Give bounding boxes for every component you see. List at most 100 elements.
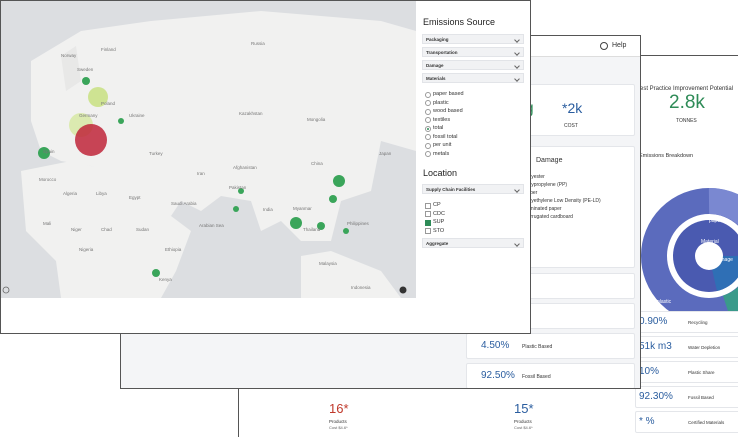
radio-label: fossil total <box>433 133 458 140</box>
radio-option[interactable]: paper based <box>425 90 464 98</box>
donut-segment <box>708 188 738 226</box>
big-value: 2.8k <box>669 92 705 113</box>
map-bubble <box>82 77 90 85</box>
map-label: Afghanistan <box>233 165 257 170</box>
map-label: Morocco <box>39 177 57 182</box>
radio-label: total <box>433 125 444 131</box>
metric-label: Certified Materials <box>688 420 725 425</box>
accordion-header[interactable]: Transportation <box>422 47 524 57</box>
radio-option[interactable]: metals <box>425 150 449 158</box>
radio-option[interactable]: plastic <box>425 99 449 107</box>
map-label: Ethiopia <box>165 247 182 252</box>
map-label: Russia <box>251 41 265 46</box>
radio-button[interactable] <box>425 91 431 98</box>
checkbox[interactable] <box>425 211 431 217</box>
map-label: Japan <box>379 151 392 156</box>
damage-title: Damage <box>536 157 563 164</box>
map-bubble <box>152 269 160 277</box>
radio-button[interactable] <box>425 125 431 132</box>
map-bubble <box>317 222 325 230</box>
radio-option[interactable]: textiles <box>425 116 450 124</box>
checkbox-option[interactable]: SUP <box>425 218 444 226</box>
map-label: Germany <box>79 113 98 118</box>
radio-button[interactable] <box>425 134 431 140</box>
accordion-header[interactable]: Aggregate <box>422 238 524 248</box>
metric-value: 51k m3 <box>639 341 672 352</box>
accordion-header[interactable]: Packaging <box>422 34 524 44</box>
map-label: Norway <box>61 53 77 58</box>
checkbox-option[interactable]: CP <box>425 201 441 209</box>
metric-label: Plastic Share <box>688 370 715 375</box>
product-label: Products <box>329 419 347 424</box>
metric-card: 51k m3 Water Depletion <box>635 336 738 358</box>
breakdown-title: Emissions Breakdown <box>639 153 694 159</box>
metric-label: Fossil Based <box>522 374 551 380</box>
legend-label: Laminated paper <box>524 206 562 212</box>
map-bubble <box>238 188 244 194</box>
map-bubble <box>329 195 337 203</box>
value-label: COST <box>564 123 578 129</box>
product-cost: Cost $4.6* <box>329 425 348 430</box>
map-label: Arabian Sea <box>199 223 224 228</box>
checkbox[interactable] <box>425 202 431 209</box>
radio-label: plastic <box>433 99 449 106</box>
panel-title: Emissions Source <box>423 17 496 27</box>
value: *2k <box>562 100 583 116</box>
map-label: Poland <box>101 101 116 106</box>
front-window: Russia Norway Sweden Finland Poland Germany Uk… <box>0 0 531 334</box>
donut-chart <box>641 188 738 324</box>
map-label: Egypt <box>129 195 141 200</box>
map-bubble <box>343 228 349 234</box>
map-label: Kazakhstan <box>239 111 263 116</box>
map-bubble <box>38 147 50 159</box>
map-bubble <box>118 118 124 124</box>
map-label: Chad <box>101 227 112 232</box>
map-label: Saudi Arabia <box>171 201 197 206</box>
metric-value: 92.30% <box>639 391 673 402</box>
product-label: Products <box>514 419 532 424</box>
map-label: China <box>311 161 323 166</box>
help-icon[interactable] <box>600 42 608 50</box>
legend-label: Polyethylene Low Density (PE-LD) <box>524 198 601 204</box>
accordion-header[interactable]: Materials <box>422 73 524 83</box>
accordion-header[interactable]: Damage <box>422 60 524 70</box>
map-land <box>301 251 401 298</box>
metric-value: * % <box>639 416 655 427</box>
radio-option[interactable]: per unit <box>425 141 451 149</box>
map-info-icon[interactable] <box>2 286 10 294</box>
checkbox[interactable] <box>425 219 431 226</box>
legend-label: Polyester <box>524 174 545 180</box>
radio-option[interactable]: fossil total <box>425 133 457 141</box>
map-label: Niger <box>71 227 82 232</box>
checkbox-option[interactable]: CDC <box>425 210 445 218</box>
help[interactable]: Help <box>612 42 627 49</box>
map-label: Libya <box>96 191 107 196</box>
metric-card: 0.90% Recycling <box>635 311 738 333</box>
product-value: 15* <box>514 401 534 416</box>
map-label: Thailand <box>303 227 321 232</box>
radio-option[interactable]: wood based <box>425 107 463 115</box>
radio-button[interactable] <box>425 142 431 149</box>
radio-label: textiles <box>433 116 451 123</box>
radio-option[interactable]: total <box>425 124 443 132</box>
map-label: Myanmar <box>293 206 312 211</box>
radio-button[interactable] <box>425 151 431 157</box>
unit: TONNES <box>676 118 697 124</box>
checkbox-option[interactable]: STO <box>425 227 444 235</box>
map-label: Mongolia <box>307 117 326 122</box>
metric-value: 4.50% <box>481 340 510 351</box>
map-bubble <box>290 217 302 229</box>
map-label: Pakistan <box>229 185 247 190</box>
metric-value: 92.50% <box>481 370 515 381</box>
map-label: India <box>263 207 273 212</box>
radio-button[interactable] <box>425 117 431 123</box>
radio-button[interactable] <box>425 100 431 106</box>
map-attribution-icon[interactable] <box>399 286 407 294</box>
map-label: Nigeria <box>79 247 94 252</box>
radio-button[interactable] <box>425 108 431 115</box>
map-bubble <box>233 206 239 212</box>
legend-label: Corrugated cardboard <box>524 214 573 220</box>
accordion-header[interactable]: Supply Chain Facilities <box>422 184 524 194</box>
checkbox[interactable] <box>425 228 431 234</box>
map-bubble <box>333 175 345 187</box>
